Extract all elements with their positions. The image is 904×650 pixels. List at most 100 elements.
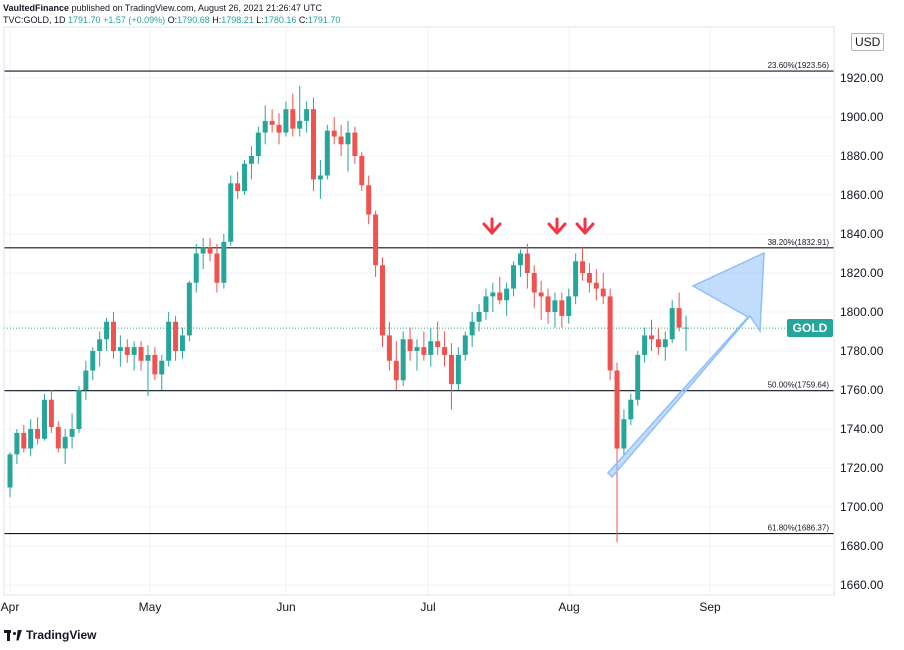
candle-body [138, 347, 144, 361]
candle-body [290, 109, 296, 129]
footer-brand[interactable]: TradingView [4, 628, 96, 642]
down-arrow-icon [547, 217, 567, 235]
symbol-name: TVC:GOLD, 1D [3, 15, 66, 25]
candle-body [559, 300, 565, 316]
candle-body [228, 183, 234, 242]
candle-body [7, 454, 13, 488]
candle-body [304, 109, 310, 121]
candle-body [628, 399, 634, 420]
candle-body [497, 292, 503, 301]
candle-body [338, 136, 344, 145]
candle-body [373, 214, 379, 266]
y-tick-label: 1800.00 [840, 305, 884, 319]
footer-brand-text: TradingView [26, 628, 97, 642]
y-tick-label: 1840.00 [840, 227, 884, 241]
y-tick-label: 1880.00 [840, 149, 884, 163]
x-tick-label: Sep [699, 600, 721, 614]
chart-grid [4, 27, 834, 595]
publisher-name[interactable]: VaultedFinance [3, 3, 70, 13]
candle-body [580, 261, 586, 273]
candle-body [552, 300, 558, 312]
candle-body [117, 347, 123, 351]
x-tick-label: Jun [276, 600, 295, 614]
candle-body [428, 341, 434, 355]
candle-body [255, 132, 261, 156]
candle-body [97, 339, 103, 351]
low-label: L: [256, 15, 264, 25]
candle-body [345, 132, 351, 145]
candle-body [393, 360, 399, 381]
candle-body [600, 288, 606, 297]
candle-body [145, 354, 151, 361]
candle-body [669, 308, 675, 340]
candle-body [14, 432, 20, 455]
candle-body [200, 247, 206, 254]
candle-body [593, 282, 599, 289]
publish-timestamp: published on TradingView.com, August 26,… [69, 3, 323, 13]
candle-body [400, 339, 406, 381]
candle-body [573, 261, 579, 297]
candle-body [642, 335, 648, 355]
candle-body [110, 321, 116, 351]
candle-body [28, 429, 34, 449]
candle-body [407, 339, 413, 351]
candle-body [545, 296, 551, 312]
candle-body [104, 321, 110, 340]
y-tick-label: 1860.00 [840, 188, 884, 202]
candle-body [235, 183, 241, 192]
y-tick-label: 1680.00 [840, 539, 884, 553]
candle-body [131, 347, 137, 355]
candle-body [62, 436, 68, 449]
candle-body [159, 360, 165, 375]
candle-body [55, 427, 61, 449]
last-price-tag: GOLD [787, 319, 833, 337]
candle-body [311, 109, 317, 180]
y-tick-label: 1780.00 [840, 344, 884, 358]
publish-info: VaultedFinance published on TradingView.… [3, 3, 322, 13]
projection-arrow[interactable] [606, 251, 765, 479]
candles-layer [7, 85, 689, 543]
candle-body [538, 292, 544, 297]
candle-body [173, 321, 179, 351]
candle-body [379, 265, 385, 336]
y-tick-label: 1920.00 [840, 71, 884, 85]
candle-body [649, 335, 655, 340]
down-arrow-icon [482, 217, 502, 235]
candle-body [297, 120, 303, 129]
candle-body [483, 296, 489, 312]
candle-body [469, 321, 475, 336]
candle-body [676, 308, 682, 328]
candle-body [35, 429, 41, 439]
x-tick-label: Jul [420, 600, 435, 614]
y-tick-label: 1760.00 [840, 383, 884, 397]
x-tick-label: May [139, 600, 162, 614]
fib-level-label: 61.80%(1686.37) [768, 524, 830, 533]
fib-level-label: 23.60%(1923.56) [768, 61, 830, 70]
candle-body [621, 419, 627, 449]
fib-level-label: 38.20%(1832.91) [768, 238, 830, 247]
candle-body [504, 288, 510, 301]
time-axis[interactable]: Apr May Jun Jul Aug Sep [1, 600, 721, 614]
candle-body [359, 156, 365, 186]
low-value: 1780.16 [263, 15, 297, 25]
candle-body [242, 163, 248, 192]
y-tick-label: 1900.00 [840, 110, 884, 124]
candle-body [517, 253, 523, 266]
candle-body [414, 347, 420, 351]
currency-label[interactable]: USD [851, 33, 885, 51]
candle-body [455, 354, 461, 385]
price-axis[interactable]: 1660.00 1680.00 1700.00 1720.00 1740.00 1760.… [840, 71, 884, 592]
candle-body [352, 132, 358, 156]
candle-body [442, 347, 448, 355]
candle-body [193, 253, 199, 283]
candle-body [586, 273, 592, 283]
x-tick-label: Aug [558, 600, 579, 614]
candle-body [69, 429, 75, 437]
last-price: 1791.70 [68, 15, 101, 25]
candle-body [179, 335, 185, 351]
y-tick-label: 1740.00 [840, 422, 884, 436]
candle-body [124, 347, 130, 355]
candle-body [531, 273, 537, 293]
candle-body [48, 399, 54, 428]
